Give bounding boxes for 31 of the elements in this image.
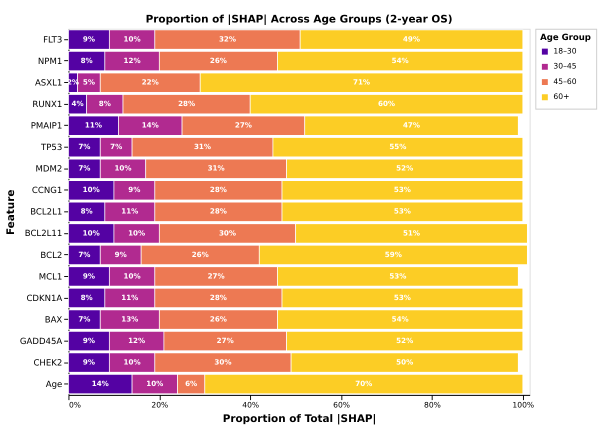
y-tick-label: PMAIP1 <box>30 122 62 132</box>
y-tick-label: BCL2L11 <box>24 229 62 240</box>
chart-title: Proportion of |SHAP| Across Age Groups (2-year OS) <box>146 14 453 26</box>
y-tick-label: TP53 <box>40 143 62 154</box>
legend-label: 60+ <box>553 92 570 102</box>
x-tick-label: 40% <box>242 400 260 410</box>
y-tick-label: BAX <box>44 315 62 326</box>
y-tick-label: BCL2 <box>40 250 62 261</box>
y-tick-label: BCL2L1 <box>30 208 62 218</box>
x-tick-label: 80% <box>424 400 441 410</box>
y-axis-title: Feature <box>5 190 18 236</box>
y-tick-label: RUNX1 <box>32 100 62 110</box>
y-tick-label: Age <box>46 380 62 390</box>
y-tick-label: MCL1 <box>38 272 62 282</box>
y-tick-label: MDM2 <box>36 164 62 175</box>
y-tick-label: GADD45A <box>20 336 62 347</box>
x-axis-title: Proportion of Total |SHAP| <box>222 412 376 425</box>
y-tick-label: CDKN1A <box>26 294 62 304</box>
x-tick-label: 100% <box>512 400 534 410</box>
legend-title: Age Group <box>540 33 591 44</box>
x-tick-label: 60% <box>333 400 350 410</box>
y-tick-label: NPM1 <box>38 56 62 67</box>
legend-label: 45–60 <box>553 76 577 86</box>
y-tick-label: FLT3 <box>43 35 62 46</box>
legend-label: 30–45 <box>553 62 577 71</box>
x-tick-label: 0% <box>68 400 81 410</box>
legend-label: 18–30 <box>553 46 577 56</box>
y-tick-label: CCNG1 <box>32 186 62 196</box>
y-tick-label: ASXL1 <box>34 78 62 88</box>
y-tick-label: CHEK2 <box>33 358 62 368</box>
x-tick-label: 20% <box>151 400 168 410</box>
